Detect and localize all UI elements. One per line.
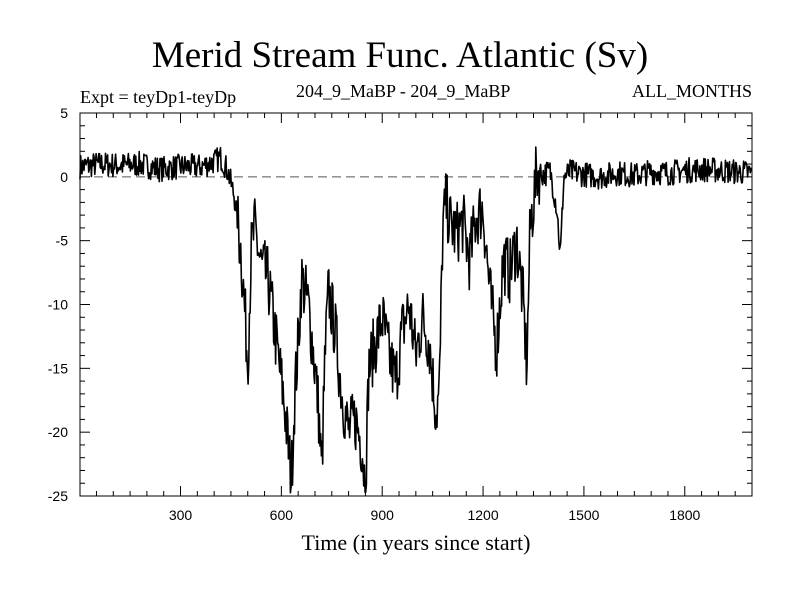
x-tick-label: 1800 [669,507,700,523]
experiment-label: Expt = teyDp1-teyDp [80,87,237,107]
y-tick-label: -25 [48,488,68,504]
x-tick-label: 600 [270,507,294,523]
y-tick-label: 0 [60,169,68,185]
x-tick-label: 1200 [467,507,498,523]
series-line [79,146,753,494]
x-axis-label: Time (in years since start) [301,530,531,555]
chart-title: Merid Stream Func. Atlantic (Sv) [151,35,649,76]
y-tick-label: -5 [56,233,69,249]
y-tick-label: 5 [60,105,68,121]
y-tick-label: -10 [48,297,68,313]
x-tick-label: 300 [169,507,193,523]
period-label: 204_9_MaBP - 204_9_MaBP [296,81,511,101]
months-label: ALL_MONTHS [632,81,752,101]
y-tick-label: -15 [48,360,68,376]
y-tick-label: -20 [48,424,68,440]
x-tick-label: 1500 [568,507,599,523]
x-tick-label: 900 [371,507,395,523]
